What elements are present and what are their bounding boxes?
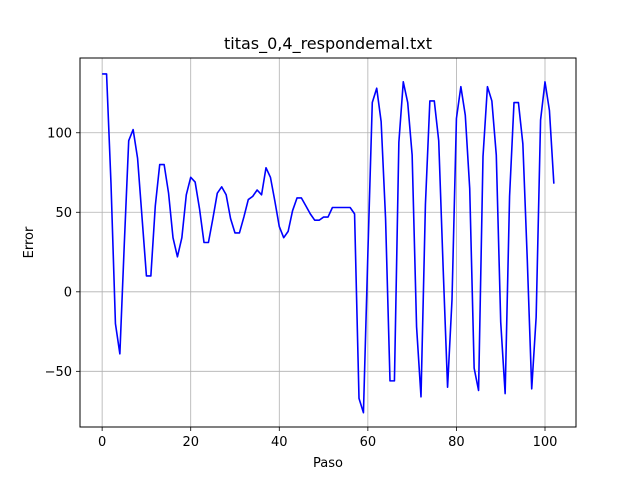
x-tick-label: 80 (448, 435, 465, 450)
x-tick-label: 60 (360, 435, 377, 450)
plot-frame (79, 57, 577, 428)
y-tick-label: 100 (47, 126, 72, 141)
chart-title: titas_0,4_respondemal.txt (224, 34, 432, 54)
ticks: 0 20 40 60 80 100 −50 0 50 100 (45, 126, 558, 450)
x-axis-title: Paso (313, 456, 343, 471)
series-layer (102, 73, 555, 414)
grid (80, 58, 576, 427)
y-axis-title: Error (22, 226, 37, 258)
x-tick-label: 20 (182, 435, 199, 450)
x-tick-label: 100 (533, 435, 558, 450)
x-tick-label: 40 (271, 435, 288, 450)
y-tick-label: 50 (55, 206, 72, 221)
series-line (102, 73, 555, 414)
y-tick-label: −50 (45, 365, 72, 380)
y-tick-label: 0 (64, 285, 72, 300)
x-tick-label: 0 (98, 435, 106, 450)
